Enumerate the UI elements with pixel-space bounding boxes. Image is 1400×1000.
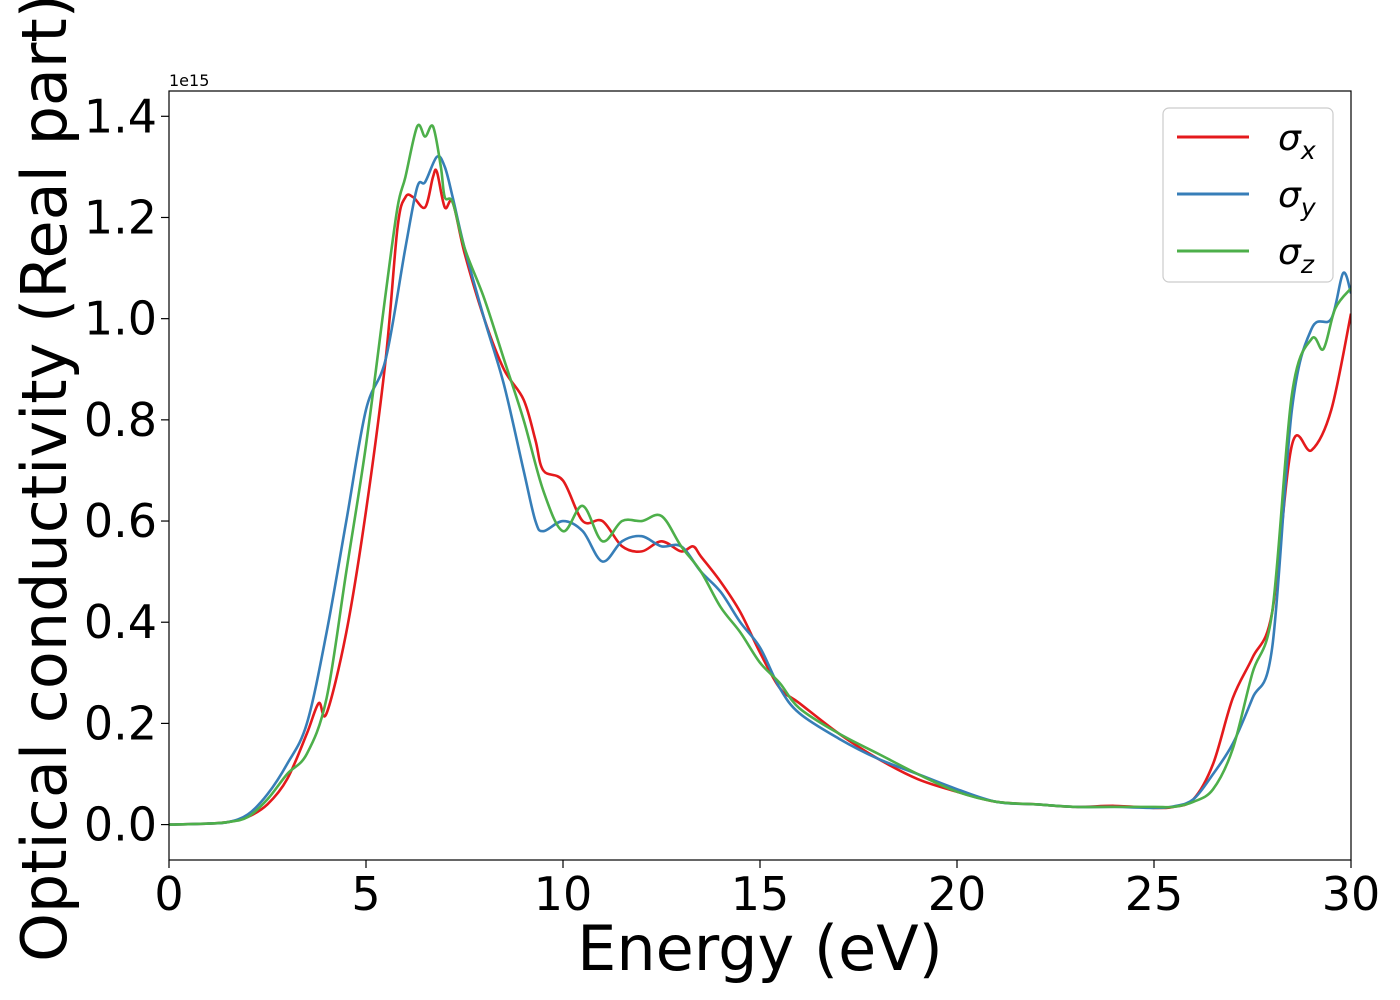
x-axis: 0 5 10 15 20 25 30 — [154, 860, 1380, 921]
x-tick-label: 30 — [1322, 867, 1381, 921]
y-offset-label: 1e15 — [169, 71, 209, 90]
series-line-z — [169, 123, 1351, 826]
y-tick-label: 1.0 — [84, 292, 157, 346]
legend-label-x: σx — [1278, 118, 1316, 165]
y-tick-label: 0.6 — [84, 494, 157, 548]
legend-symbol: σ — [1278, 232, 1302, 273]
y-tick-label: 0.0 — [84, 798, 157, 852]
x-tick-label: 15 — [731, 867, 790, 921]
x-tick-label: 25 — [1125, 867, 1184, 921]
y-tick-label: 1.4 — [84, 89, 157, 143]
legend-subscript: y — [1300, 193, 1317, 222]
legend-label-z: σz — [1278, 232, 1315, 279]
x-tick-label: 5 — [351, 867, 380, 921]
legend-symbol: σ — [1278, 118, 1302, 159]
y-tick-label: 0.2 — [84, 696, 157, 750]
y-tick-label: 0.8 — [84, 393, 157, 447]
y-axis: 0.0 0.2 0.4 0.6 0.8 1.0 1.2 1.4 — [84, 89, 169, 852]
legend-symbol: σ — [1278, 175, 1302, 216]
x-tick-label: 0 — [154, 867, 183, 921]
legend-subscript: z — [1300, 250, 1315, 279]
x-tick-label: 10 — [534, 867, 593, 921]
legend-label-y: σy — [1278, 175, 1317, 222]
y-tick-label: 0.4 — [84, 595, 157, 649]
plot-area — [169, 91, 1351, 860]
series-layer — [169, 123, 1351, 826]
legend-subscript: x — [1300, 136, 1316, 165]
y-axis-label: Optical conductivity (Real part) — [8, 0, 81, 962]
x-axis-label: Energy (eV) — [577, 912, 943, 985]
x-tick-label: 20 — [928, 867, 987, 921]
series-line-y — [169, 154, 1351, 826]
y-tick-label: 1.2 — [84, 190, 157, 244]
